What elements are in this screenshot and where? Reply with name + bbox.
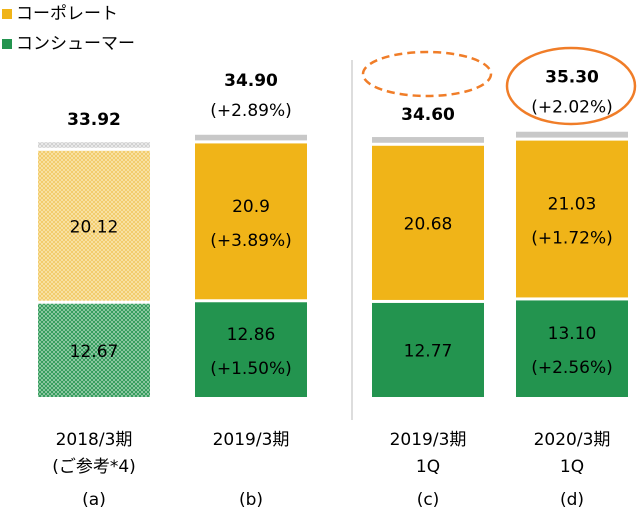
bar-segment bbox=[516, 300, 628, 397]
segment-change: (+1.72%) bbox=[531, 229, 613, 249]
segment-label: 20.12 bbox=[70, 217, 119, 237]
bar-other bbox=[372, 137, 484, 143]
segment-label: 13.10 bbox=[548, 324, 597, 344]
x-tick-note: 1Q bbox=[416, 457, 440, 477]
x-tick-letter: (d) bbox=[560, 490, 584, 510]
total-label: 33.92 bbox=[67, 110, 121, 130]
highlight-dashed bbox=[361, 50, 493, 98]
x-tick-letter: (a) bbox=[82, 490, 106, 510]
bar-segment bbox=[372, 302, 484, 397]
segment-label: 12.86 bbox=[227, 325, 276, 345]
legend-label: コーポレート bbox=[16, 4, 118, 24]
x-tick-note: (ご参考*4) bbox=[52, 457, 136, 477]
legend-swatch bbox=[2, 9, 12, 19]
segment-label: 20.9 bbox=[232, 197, 270, 217]
legend-swatch bbox=[2, 39, 12, 49]
total-change: (+2.02%) bbox=[531, 98, 613, 118]
bar-segment bbox=[372, 145, 484, 300]
bar-other bbox=[38, 142, 150, 148]
total-label: 34.90 bbox=[224, 71, 278, 91]
x-tick-label: 2019/3期 bbox=[390, 430, 467, 450]
bar-segment bbox=[38, 150, 150, 301]
total-label: 35.30 bbox=[545, 68, 599, 88]
segment-change: (+3.89%) bbox=[210, 231, 292, 251]
total-label: 34.60 bbox=[401, 105, 455, 125]
highlight bbox=[505, 46, 637, 126]
bar-other bbox=[516, 131, 628, 138]
bar-other bbox=[195, 134, 307, 141]
x-tick-note: 1Q bbox=[560, 457, 584, 477]
bar-segment bbox=[38, 303, 150, 397]
x-tick-letter: (c) bbox=[417, 490, 440, 510]
x-tick-label: 2019/3期 bbox=[213, 430, 290, 450]
bar-segment bbox=[195, 302, 307, 397]
segment-label: 12.67 bbox=[70, 342, 119, 362]
legend-label: コンシューマー bbox=[16, 34, 135, 54]
x-tick-label: 2020/3期 bbox=[534, 430, 611, 450]
segment-label: 12.77 bbox=[404, 341, 453, 361]
segment-label: 20.68 bbox=[404, 214, 453, 234]
bar-segment bbox=[195, 143, 307, 300]
total-change: (+2.89%) bbox=[210, 101, 292, 121]
x-tick-label: 2018/3期 bbox=[56, 430, 133, 450]
segment-change: (+2.56%) bbox=[531, 358, 613, 378]
x-tick-letter: (b) bbox=[239, 490, 263, 510]
bar-segment bbox=[516, 140, 628, 298]
segment-label: 21.03 bbox=[548, 195, 597, 215]
segment-change: (+1.50%) bbox=[210, 359, 292, 379]
